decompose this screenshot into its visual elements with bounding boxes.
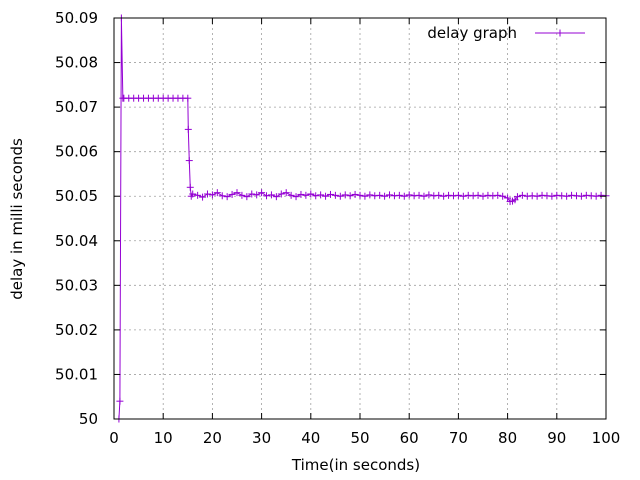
y-tick-label: 50 — [79, 410, 98, 428]
data-point — [184, 94, 192, 102]
data-point — [425, 191, 433, 199]
data-point — [474, 191, 482, 199]
x-tick-label: 80 — [498, 429, 517, 447]
x-tick-label: 20 — [203, 429, 222, 447]
y-axis-label: delay in milli seconds — [8, 138, 26, 300]
data-point — [287, 191, 295, 199]
x-tick-label: 50 — [350, 429, 369, 447]
x-tick-label: 30 — [252, 429, 271, 447]
data-point — [302, 191, 310, 199]
data-point — [203, 190, 211, 198]
data-point — [317, 191, 325, 199]
data-point — [322, 192, 330, 200]
x-axis-label: Time(in seconds) — [291, 456, 420, 474]
data-point — [592, 192, 600, 200]
y-tick-label: 50.09 — [55, 9, 98, 27]
data-point — [272, 193, 280, 201]
data-point — [199, 193, 207, 201]
data-point — [258, 189, 266, 197]
data-point — [518, 191, 526, 199]
data-point — [213, 189, 221, 197]
grid — [114, 18, 606, 419]
data-point — [563, 192, 571, 200]
y-tick-label: 50.06 — [55, 143, 98, 161]
data-point — [346, 192, 354, 200]
data-point — [400, 192, 408, 200]
data-point — [341, 191, 349, 199]
x-tick-label: 10 — [154, 429, 173, 447]
legend: delay graph — [427, 24, 585, 42]
data-point — [326, 190, 334, 198]
data-point — [233, 189, 241, 197]
data-point — [415, 191, 423, 199]
x-tick-label: 40 — [301, 429, 320, 447]
data-point — [405, 191, 413, 199]
plot-area — [115, 14, 610, 423]
data-point — [494, 191, 502, 199]
data-point — [336, 192, 344, 200]
data-point — [253, 191, 261, 199]
data-point — [420, 192, 428, 200]
data-point — [513, 193, 521, 201]
series-line — [118, 17, 607, 420]
data-point — [366, 191, 374, 199]
y-tick-label: 50.05 — [55, 187, 98, 205]
data-point — [189, 190, 197, 198]
data-point — [386, 191, 394, 199]
data-point — [381, 192, 389, 200]
data-point — [263, 192, 271, 200]
data-point — [184, 125, 192, 133]
data-point — [454, 191, 462, 199]
data-point — [435, 191, 443, 199]
data-point — [312, 192, 320, 200]
data-point — [499, 192, 507, 200]
x-tick-label: 0 — [109, 429, 119, 447]
legend-label: delay graph — [427, 24, 517, 42]
data-point — [116, 397, 124, 405]
data-point — [243, 193, 251, 201]
data-point — [223, 193, 231, 201]
data-point — [218, 192, 226, 200]
data-point — [297, 190, 305, 198]
data-point — [479, 192, 487, 200]
y-tick-label: 50.08 — [55, 54, 98, 72]
data-point — [186, 183, 194, 191]
y-tick-label: 50.04 — [55, 232, 98, 250]
data-point — [307, 190, 315, 198]
x-tick-label: 100 — [592, 429, 621, 447]
data-point — [208, 191, 216, 199]
x-tick-label: 90 — [547, 429, 566, 447]
data-point — [504, 194, 512, 202]
data-point — [440, 192, 448, 200]
data-point — [548, 192, 556, 200]
data-point — [395, 191, 403, 199]
axis-ticks: 0 10 20 30 40 50 60 70 80 90 100 50 50.01 50.02 50.03 5… — [55, 9, 620, 447]
data-point — [248, 190, 256, 198]
x-tick-label: 70 — [449, 429, 468, 447]
data-point — [292, 193, 300, 201]
data-point — [577, 192, 585, 200]
data-point — [238, 191, 246, 199]
data-point — [277, 190, 285, 198]
y-tick-label: 50.02 — [55, 321, 98, 339]
data-point — [376, 191, 384, 199]
data-point — [194, 191, 202, 199]
data-point — [331, 191, 339, 199]
x-tick-label: 60 — [400, 429, 419, 447]
y-tick-label: 50.03 — [55, 276, 98, 294]
data-point — [351, 190, 359, 198]
data-point — [267, 191, 275, 199]
y-tick-label: 50.01 — [55, 365, 98, 383]
data-point — [356, 191, 364, 199]
legend-marker — [556, 29, 564, 37]
data-point — [361, 192, 369, 200]
data-point — [533, 192, 541, 200]
data-point — [282, 189, 290, 197]
y-tick-label: 50.07 — [55, 98, 98, 116]
data-point — [459, 192, 467, 200]
data-point — [228, 190, 236, 198]
data-point — [185, 157, 193, 165]
